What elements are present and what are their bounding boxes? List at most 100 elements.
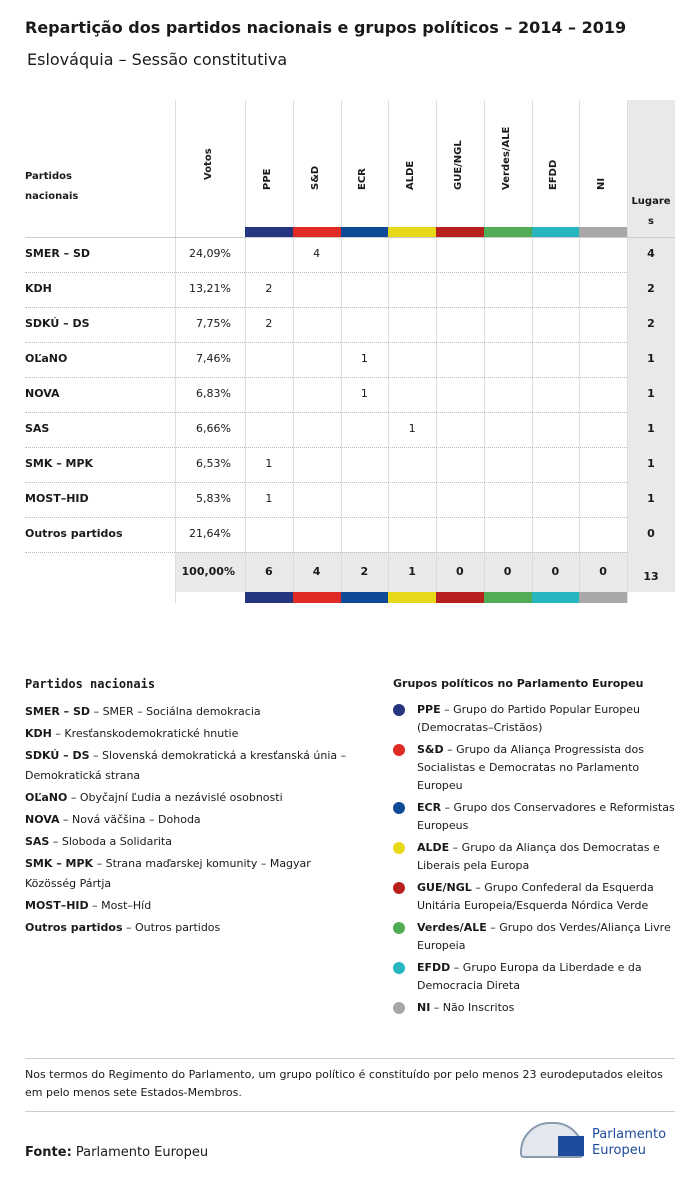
party-header: Partidos nacionais (25, 171, 79, 202)
col-line (579, 100, 581, 603)
legend-dot (393, 704, 405, 716)
group-color-bar (531, 227, 580, 237)
party-name: MOST–HID (25, 492, 89, 505)
seats: 1 (647, 492, 655, 505)
row-rule (25, 377, 627, 378)
desc: – SMER – Sociálna demokracia (90, 705, 261, 718)
seats-header: Lugares (631, 196, 671, 227)
source: Fonte: Parlamento Europeu (25, 1145, 208, 1160)
party-name: NOVA (25, 387, 60, 400)
seats: 4 (647, 247, 655, 260)
logo-icon (520, 1122, 584, 1158)
abbr: ALDE (417, 841, 450, 854)
group-color-bar (436, 227, 484, 237)
legend-item: NI – Não Inscritos (417, 999, 679, 1017)
seats: 0 (647, 527, 655, 540)
seat-count: 2 (265, 317, 273, 330)
abbr: OĽaNO (25, 791, 68, 804)
col-line (245, 100, 246, 603)
legend-item: ECR – Grupo dos Conservadores e Reformis… (417, 799, 679, 835)
abbr: SDKÚ – DS (25, 749, 90, 762)
total-seats: 2 (360, 565, 369, 578)
group-color-bar (340, 227, 389, 237)
group-color-bar (388, 592, 436, 603)
desc: – Grupo dos Conservadores e Reformistas … (417, 801, 675, 832)
votes: 6,53% (196, 457, 231, 470)
group-header: ALDE (405, 160, 417, 190)
desc: – Strana maďarskej komunity – Magyar Köz… (25, 857, 311, 890)
group-color-bar (579, 592, 627, 603)
legend-dot (393, 842, 405, 854)
total-seats: 4 (312, 565, 321, 578)
group-color-bar (531, 592, 580, 603)
group-header: NI (596, 177, 608, 190)
seat-count: 1 (360, 352, 368, 365)
abbr: ECR (417, 801, 442, 814)
seat-count: 1 (265, 492, 273, 505)
row-rule (25, 517, 627, 518)
legend-dot (393, 802, 405, 814)
group-color-bar (292, 227, 341, 237)
logo-text: Parlamento Europeu (592, 1127, 667, 1158)
legend-item: NOVA – Nová väčšina – Dohoda (25, 810, 365, 830)
legend-item: SMK – MPK – Strana maďarskej komunity – … (25, 854, 365, 894)
party-name: SMK – MPK (25, 457, 94, 470)
desc: – Obyčajní Ľudia a nezávislé osobnosti (67, 791, 283, 804)
group-color-bar (245, 592, 293, 603)
header-rule (25, 237, 675, 238)
group-color-bar (388, 227, 436, 237)
party-name: Outros partidos (25, 527, 123, 540)
seats: 1 (647, 352, 655, 365)
seats: 2 (647, 317, 655, 330)
total-votes: 100,00% (181, 565, 235, 578)
abbr: KDH (25, 727, 52, 740)
seats: 1 (647, 422, 655, 435)
legend-dot (393, 922, 405, 934)
legend-item: S&D – Grupo da Aliança Progressista dos … (417, 741, 679, 795)
group-color-bar (579, 227, 627, 237)
legend-item: Verdes/ALE – Grupo dos Verdes/Aliança Li… (417, 919, 679, 955)
rule (25, 1058, 675, 1059)
abbr: Outros partidos (25, 921, 123, 934)
col-line (436, 100, 437, 603)
col-line (483, 100, 485, 603)
seat-count: 4 (313, 247, 321, 260)
source-label: Fonte: (25, 1145, 72, 1160)
desc: – Most–Híd (88, 899, 152, 912)
seat-count: 1 (265, 457, 273, 470)
seats: 2 (647, 282, 655, 295)
row-rule (25, 412, 627, 413)
title: Repartição dos partidos nacionais e grup… (25, 18, 627, 37)
total-seats: 0 (599, 565, 607, 578)
total-seats: 0 (503, 565, 512, 578)
party-name: SAS (25, 422, 50, 435)
legend-title: Grupos políticos no Parlamento Europeu (393, 677, 644, 690)
total-seats: 1 (408, 565, 416, 578)
col-line (388, 100, 390, 603)
votes-header: Votos (203, 148, 214, 180)
row-rule (25, 342, 627, 343)
group-color-bar (245, 227, 293, 237)
legend-item: SAS – Sloboda a Solidarita (25, 832, 365, 852)
rule (25, 1111, 675, 1112)
desc: – Não Inscritos (430, 1001, 515, 1014)
total-bg (175, 552, 627, 592)
legend-item: MOST–HID – Most–Híd (25, 896, 365, 916)
legend-dot (393, 1002, 405, 1014)
total-seats: 0 (456, 565, 464, 578)
group-header: PPE (261, 168, 273, 191)
votes: 13,21% (189, 282, 231, 295)
logo-flag (558, 1136, 584, 1156)
legend-dot (393, 882, 405, 894)
desc: – Nová väčšina – Dohoda (59, 813, 201, 826)
group-header: Verdes/ALE (500, 126, 512, 190)
subtitle: Eslováquia – Sessão constitutiva (27, 50, 288, 69)
legend-item: PPE – Grupo do Partido Popular Europeu (… (417, 701, 679, 737)
desc: – Slovenská demokratická a kresťanská ún… (25, 749, 347, 782)
party-name: SMER – SD (25, 247, 91, 260)
group-color-bar (483, 227, 532, 237)
legend-item: KDH – Kresťanskodemokratické hnutie (25, 724, 365, 744)
desc: – Grupo da Aliança dos Democratas e Libe… (417, 841, 660, 872)
abbr: Verdes/ALE (417, 921, 487, 934)
